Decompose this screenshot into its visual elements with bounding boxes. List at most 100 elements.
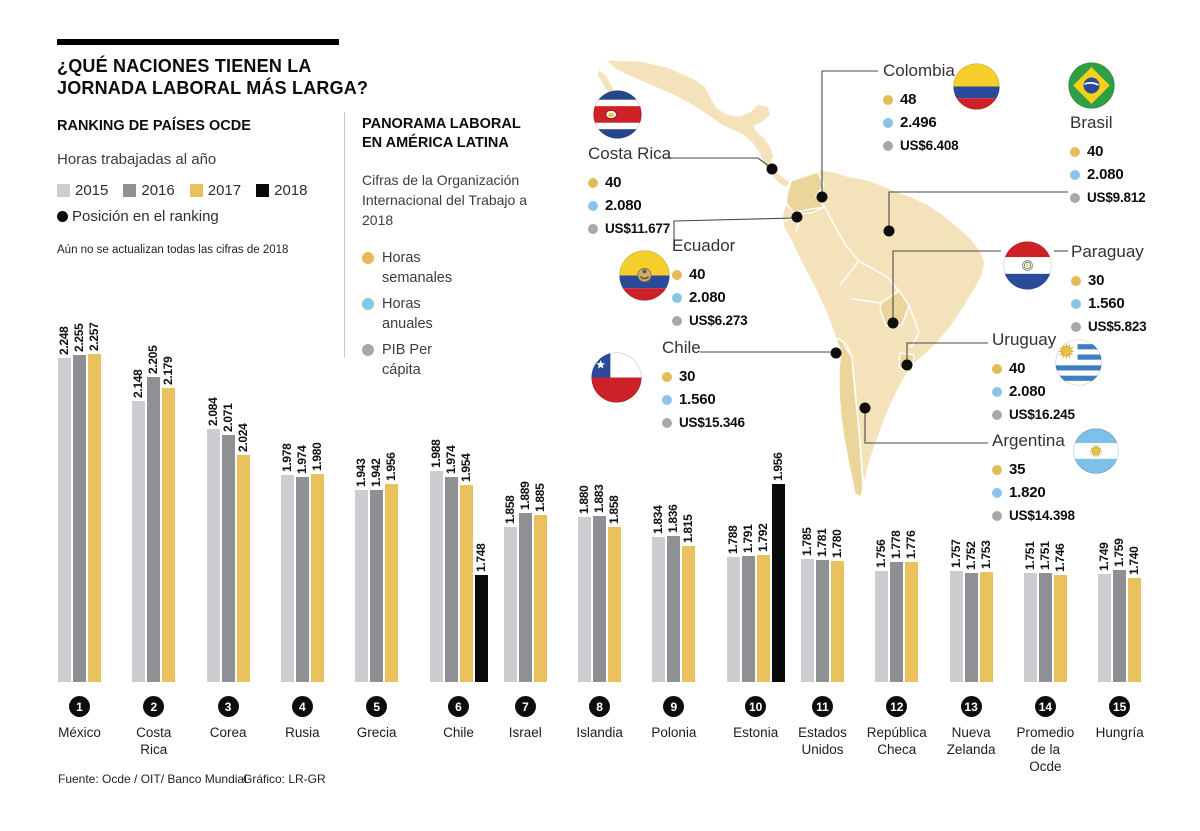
panorama-title-line2: EN AMÉRICA LATINA <box>362 135 509 151</box>
bar-2015 <box>1098 574 1112 682</box>
chile-flag-icon <box>591 352 642 403</box>
colombia-flag-icon <box>953 63 1000 110</box>
bar-2018 <box>771 484 785 682</box>
bar-2016 <box>73 355 86 682</box>
title-rule <box>57 39 339 45</box>
bar-2015 <box>503 527 517 682</box>
bar-value-label: 1.956 <box>770 452 785 481</box>
weekly-hours-value: 35 <box>1009 461 1026 478</box>
gdp-dot-icon <box>588 223 598 234</box>
panorama-title-line1: PANORAMA LABORAL <box>362 116 521 132</box>
bar-value-label: 2.148 <box>131 369 146 398</box>
weekly-hours-dot-icon <box>992 464 1002 475</box>
weekly-hours-dot-icon <box>662 371 672 382</box>
country-block-paraguay: Paraguay 30 1.560 US$5.823 <box>1071 242 1147 338</box>
bar-2017 <box>1128 578 1142 682</box>
bar-value-label: 1.956 <box>384 452 399 481</box>
annual-hours-dot-icon <box>883 117 893 128</box>
bar-2016 <box>1113 570 1127 682</box>
bar-value-label: 1.778 <box>889 530 904 559</box>
legend-item-2016: 2016 <box>123 182 175 199</box>
rank-badge: 4 <box>291 696 313 717</box>
gdp-row: US$16.245 <box>992 403 1075 426</box>
rank-badge: 11 <box>812 696 833 717</box>
bar-2017 <box>459 485 473 682</box>
gdp-value: US$6.408 <box>900 138 959 153</box>
bar-2015 <box>875 571 889 682</box>
legend-label: Horas anuales <box>382 296 433 332</box>
weekly-hours-dot-icon <box>588 177 598 188</box>
vertical-divider <box>344 112 345 358</box>
bar-value-label: 1.781 <box>815 528 829 557</box>
swatch-2017-icon <box>189 184 203 197</box>
category-label: México <box>58 725 101 740</box>
bar-2016 <box>221 435 235 682</box>
annual-hours-dot-icon <box>672 292 682 303</box>
bar-value-label: 1.759 <box>1112 538 1127 567</box>
source-credit: Fuente: Ocde / OIT/ Banco Mundial <box>58 772 247 786</box>
gdp-row: US$6.273 <box>672 309 748 332</box>
bar-2016 <box>964 573 978 682</box>
weekly-hours-row: 40 <box>992 357 1075 380</box>
panorama-subtitle: Cifras de la Organización Internacional … <box>362 172 527 228</box>
category-label: Costa Rica <box>136 725 172 757</box>
weekly-hours-dot-icon <box>883 94 893 105</box>
bar-2016 <box>518 513 532 682</box>
gdp-row: US$9.812 <box>1070 186 1146 209</box>
annual-hours-dot-icon <box>662 394 672 405</box>
bar-value-label: 1.858 <box>502 495 517 524</box>
ranking-legend-label: Posición en el ranking <box>72 208 219 225</box>
data-note: Aún no se actualizan todas las cifras de… <box>57 244 289 256</box>
bar-value-label: 1.942 <box>369 458 384 487</box>
measure-label: Horas trabajadas al año <box>57 151 217 168</box>
bar-2018 <box>474 575 488 682</box>
category-label: Corea <box>209 725 247 740</box>
category-label: Grecia <box>356 725 397 740</box>
rank-badge: 2 <box>143 696 165 717</box>
gdp-dot-icon <box>672 315 682 326</box>
weekly-hours-value: 30 <box>679 368 696 385</box>
bar-value-label: 1.943 <box>354 458 369 487</box>
weekly-hours-dot-icon <box>672 269 682 280</box>
bar-2015 <box>949 571 963 682</box>
bar-2016 <box>1038 573 1052 682</box>
bar-value-label: 1.889 <box>517 481 532 510</box>
country-name: Argentina <box>992 431 1065 450</box>
bar-2017 <box>1053 575 1067 682</box>
legend-item-2015: 2015 <box>57 182 108 199</box>
annual-hours-value: 2.496 <box>900 114 937 131</box>
annual-hours-dot-icon <box>362 298 374 310</box>
legend-label: 2018 <box>274 182 308 199</box>
weekly-hours-value: 40 <box>689 266 706 283</box>
gdp-row: US$11.677 <box>588 217 671 240</box>
country-block-costa-rica: Costa Rica 40 2.080 US$11.677 <box>588 144 671 240</box>
weekly-hours-row: 35 <box>992 458 1075 481</box>
rank-badge: 12 <box>886 696 908 717</box>
bar-2017 <box>88 354 101 682</box>
bar-2017 <box>682 546 696 682</box>
bar-value-label: 1.834 <box>651 505 666 534</box>
bar-2017 <box>905 562 919 682</box>
bar-value-label: 2.255 <box>72 323 86 352</box>
bar-value-label: 2.071 <box>220 403 235 432</box>
rank-badge: 13 <box>960 696 982 717</box>
bar-2017 <box>608 527 622 682</box>
rank-badge: 8 <box>589 696 611 717</box>
weekly-hours-row: 48 <box>883 88 958 111</box>
bar-2017 <box>979 572 993 682</box>
bar-2016 <box>816 560 829 682</box>
rank-badge: 10 <box>745 696 767 717</box>
gdp-value: US$9.812 <box>1087 190 1146 205</box>
annual-hours-value: 2.080 <box>1087 166 1124 183</box>
country-name: Brasil <box>1070 113 1113 132</box>
bar-value-label: 1.752 <box>963 541 978 570</box>
bar-2015 <box>429 471 443 682</box>
gdp-dot-icon <box>362 344 374 356</box>
bar-value-label: 1.746 <box>1052 543 1067 572</box>
ecuador-flag-icon <box>619 250 670 301</box>
bar-2016 <box>667 536 681 682</box>
annual-hours-dot-icon <box>1070 169 1080 180</box>
gdp-value: US$16.245 <box>1009 407 1075 422</box>
category-label: Promedio de la Ocde <box>1016 725 1075 774</box>
legend-gdp: PIB Per cápita <box>362 340 472 380</box>
